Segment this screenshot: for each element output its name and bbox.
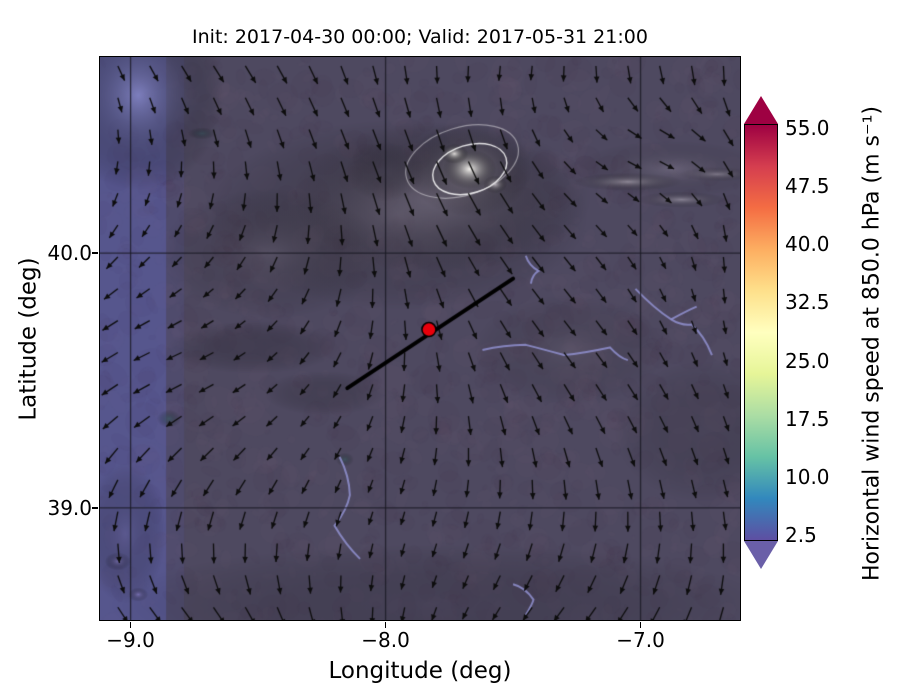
- x-tick-mark: [384, 622, 387, 628]
- y-tick-label: 40.0: [47, 241, 92, 265]
- colorbar-label: Horizontal wind speed at 850.0 hPa (m s⁻…: [859, 105, 885, 582]
- x-axis-label: Longitude (deg): [328, 658, 512, 684]
- colorbar-tick-label: 25.0: [785, 348, 830, 373]
- colorbar-gradient: [744, 124, 778, 541]
- y-tick-mark: [92, 252, 98, 254]
- x-tick-mark: [129, 622, 132, 628]
- map-canvas: [100, 57, 740, 620]
- colorbar-tick-label: 47.5: [785, 174, 830, 199]
- x-tick-label: −7.0: [616, 628, 665, 652]
- colorbar-tick-label: 55.0: [785, 116, 830, 140]
- y-axis-label: Latitude (deg): [15, 257, 42, 421]
- y-tick-label: 39.0: [47, 496, 92, 520]
- x-tick-mark: [639, 622, 642, 628]
- colorbar-tick-labels: 55.0 47.5 40.0 32.5 25.0 17.5 10.0 2.5: [785, 117, 857, 546]
- y-tick-mark: [92, 507, 98, 509]
- plot-title: Init: 2017-04-30 00:00; Valid: 2017-05-3…: [192, 26, 648, 48]
- x-tick-label: −9.0: [106, 628, 155, 652]
- colorbar-tick-label: 40.0: [785, 232, 830, 257]
- colorbar-tick-label: 17.5: [785, 406, 830, 431]
- x-tick-label: −8.0: [361, 628, 410, 652]
- colorbar-tick-label: 32.5: [785, 290, 830, 315]
- colorbar-over-arrow: [744, 96, 778, 124]
- colorbar-tick-label: 2.5: [785, 522, 817, 547]
- colorbar-tick-label: 10.0: [785, 464, 830, 489]
- map-plot-area: [99, 56, 741, 621]
- colorbar-under-arrow: [744, 541, 778, 569]
